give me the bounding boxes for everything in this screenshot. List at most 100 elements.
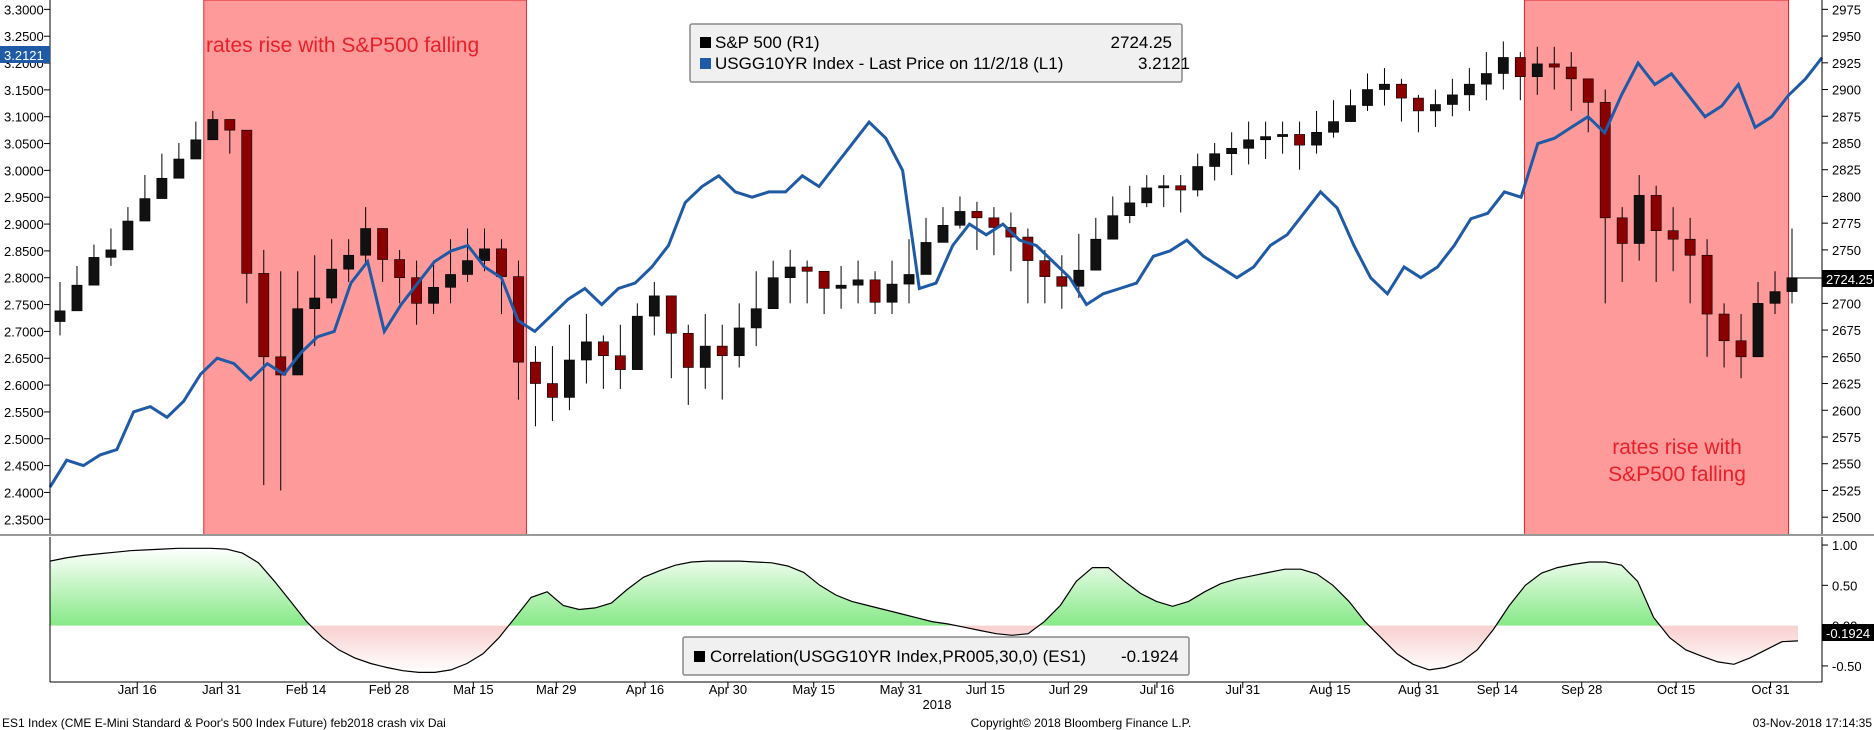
candle-body-19 (377, 228, 389, 260)
candle-body-73 (1294, 134, 1305, 146)
candle-body-30 (564, 359, 575, 398)
x-tick-label-2: Feb 14 (286, 682, 326, 697)
candle-body-15 (309, 297, 321, 309)
candle-body-82 (1446, 94, 1458, 105)
left-tick-label-14: 2.6000 (4, 378, 44, 393)
candle-body-66 (1175, 185, 1187, 191)
candle-body-57 (1022, 236, 1034, 261)
candle-body-29 (547, 383, 558, 398)
right-axis: 2975 2950 2925 2900 2875 2850 2825 2800 2775 2750… (1822, 2, 1861, 525)
shaded-region-0 (203, 0, 527, 536)
footer-left: ES1 Index (CME E-Mini Standard & Poor's … (2, 716, 446, 730)
x-tick-label-11: Jun 29 (1049, 682, 1088, 697)
candle-body-72 (1277, 134, 1288, 137)
right-tick-label-5: 2850 (1832, 136, 1861, 151)
left-tick-label-16: 2.5000 (4, 432, 44, 447)
right-tick-label-14: 2625 (1832, 377, 1861, 392)
x-tick-label-10: Jun 15 (966, 682, 1005, 697)
x-tick-label-17: Sep 28 (1561, 682, 1602, 697)
left-tick-label-15: 2.5500 (4, 405, 44, 420)
candle-body-81 (1430, 104, 1441, 112)
svg-text:2724.25: 2724.25 (1826, 272, 1873, 287)
x-tick-label-5: Mar 29 (536, 682, 576, 697)
right-tick-label-13: 2650 (1832, 350, 1861, 365)
candle-body-67 (1192, 166, 1204, 191)
correlation-legend-value: -0.1924 (1121, 647, 1179, 666)
candle-body-9 (207, 119, 219, 141)
candle-body-63 (1124, 202, 1136, 216)
candle-body-70 (1243, 139, 1255, 149)
candle-body-33 (614, 355, 626, 370)
candle-body-4 (122, 220, 134, 251)
x-tick-label-1: Jan 31 (202, 682, 241, 697)
right-tick-label-17: 2550 (1832, 457, 1861, 472)
left-tick-label-5: 3.0500 (4, 137, 44, 152)
candle-body-83 (1463, 83, 1475, 96)
candle-body-22 (428, 287, 439, 304)
candle-body-55 (988, 217, 1000, 228)
candle-body-65 (1158, 185, 1170, 189)
correlation-negative-area (50, 625, 1798, 673)
candle-body-25 (479, 248, 490, 261)
legend-value-yield: 3.2121 (1138, 54, 1190, 73)
right-tick-label-11: 2700 (1832, 296, 1861, 311)
candle-body-20 (394, 259, 406, 278)
left-tick-label-17: 2.4500 (4, 459, 44, 474)
candle-body-0 (54, 310, 66, 322)
legend-swatch-sp500 (700, 37, 711, 48)
candle-body-97 (1701, 254, 1713, 315)
last-yield-marker: 3.2121 (0, 46, 50, 63)
candle-body-69 (1226, 148, 1238, 154)
correlation-legend-label: Correlation(USGG10YR Index,PR005,30,0) (… (710, 647, 1086, 666)
x-tick-label-18: Oct 15 (1657, 682, 1695, 697)
correlation-area (49, 547, 1799, 673)
candle-body-88 (1548, 63, 1560, 68)
candle-body-39 (716, 345, 728, 357)
candle-body-10 (224, 119, 236, 131)
svg-text:-0.1924: -0.1924 (1826, 626, 1870, 641)
candle-body-44 (801, 266, 813, 272)
correlation-legend: Correlation(USGG10YR Index,PR005,30,0) (… (682, 636, 1190, 676)
candle-body-31 (580, 341, 592, 361)
legend-swatch-yield (700, 58, 711, 69)
annotation-right-line2: S&P500 falling (1608, 463, 1746, 486)
candle-body-100 (1752, 303, 1764, 358)
candle-body-71 (1260, 136, 1272, 141)
right-tick-label-9: 2750 (1832, 243, 1861, 258)
right-tick-label-4: 2875 (1832, 109, 1861, 124)
x-tick-label-3: Feb 28 (369, 682, 409, 697)
candle-body-24 (462, 260, 473, 275)
correlation-axis: 1.000.500.00-0.50 (1822, 538, 1862, 674)
candle-body-74 (1311, 131, 1322, 146)
x-tick-label-7: Apr 30 (709, 682, 747, 697)
price-panel: 3.30003.25003.20003.15003.10003.05003.00… (0, 0, 1874, 536)
left-tick-label-6: 3.0000 (4, 163, 44, 178)
left-tick-label-10: 2.8000 (4, 271, 44, 286)
candle-body-40 (733, 327, 745, 357)
candle-body-90 (1582, 78, 1594, 103)
candle-body-92 (1616, 217, 1628, 244)
annotation-left: rates rise with S&P500 falling (206, 34, 479, 57)
candle-body-11 (241, 129, 253, 274)
candle-body-60 (1073, 269, 1085, 287)
x-tick-label-9: May 31 (880, 682, 923, 697)
candle-body-38 (699, 345, 711, 368)
candle-body-17 (343, 254, 355, 270)
left-tick-label-11: 2.7500 (4, 298, 44, 313)
footer-right: 03-Nov-2018 17:14:35 (1753, 716, 1873, 730)
candle-body-99 (1735, 340, 1747, 358)
right-tick-label-19: 2500 (1832, 510, 1861, 525)
x-tick-label-13: Jul 31 (1225, 682, 1260, 697)
legend-value-sp500: 2724.25 (1111, 33, 1172, 52)
candle-body-51 (920, 242, 932, 275)
candle-body-52 (937, 225, 949, 243)
candle-body-64 (1141, 187, 1153, 204)
correlation-positive-area (50, 548, 1661, 626)
candle-body-61 (1090, 238, 1102, 271)
candle-body-91 (1599, 102, 1611, 219)
candle-body-32 (597, 341, 609, 357)
candle-body-58 (1039, 260, 1051, 277)
candle-body-87 (1531, 63, 1543, 77)
x-tick-label-15: Aug 31 (1398, 682, 1439, 697)
